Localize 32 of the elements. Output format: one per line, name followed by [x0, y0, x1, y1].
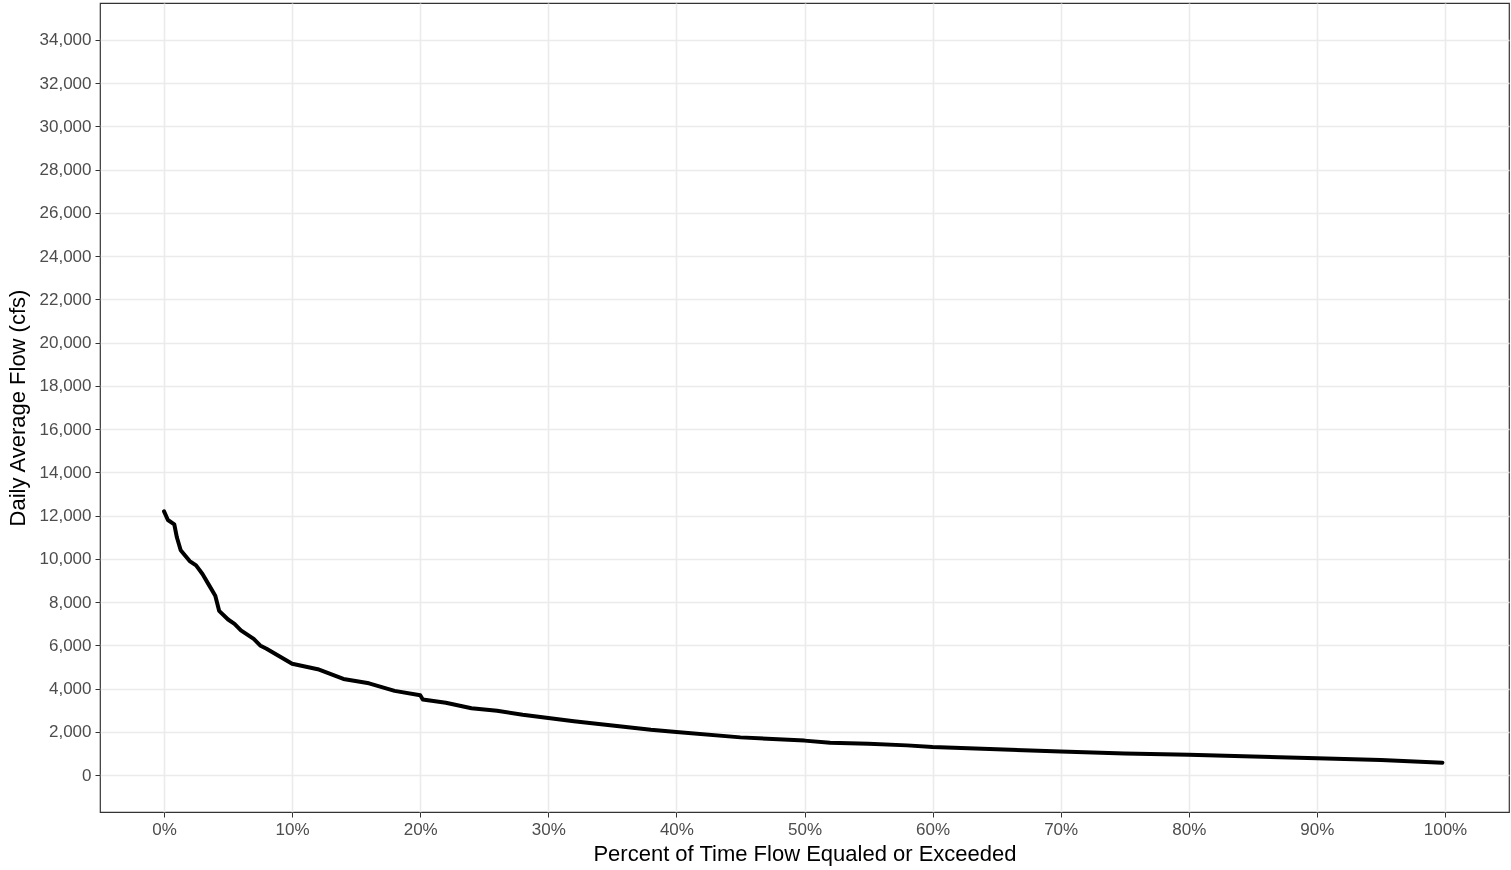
y-tick-label: 8,000	[48, 592, 92, 612]
y-tick-label: 24,000	[39, 246, 92, 266]
x-tick-label: 100%	[1423, 819, 1468, 839]
y-tick-label: 12,000	[39, 506, 92, 526]
y-tick-label: 22,000	[39, 289, 92, 309]
x-tick-label: 50%	[787, 819, 823, 839]
y-tick-label: 10,000	[39, 549, 92, 569]
y-tick-label: 26,000	[39, 203, 92, 223]
y-tick-label: 4,000	[48, 679, 92, 699]
y-tick-label: 20,000	[39, 333, 92, 353]
y-tick-label: 32,000	[39, 73, 92, 93]
y-tick-label: 28,000	[39, 160, 92, 180]
x-tick-label: 90%	[1300, 819, 1335, 839]
y-tick-label: 16,000	[39, 419, 92, 439]
x-tick-label: 80%	[1172, 819, 1207, 839]
y-axis-title: Daily Average Flow (cfs)	[4, 289, 30, 527]
x-axis-title: Percent of Time Flow Equaled or Exceeded	[593, 840, 1017, 866]
x-tick-label: 40%	[659, 819, 694, 839]
y-tick-label: 18,000	[39, 376, 92, 396]
y-tick-label: 6,000	[48, 635, 92, 655]
x-tick-label: 10%	[275, 819, 310, 839]
x-tick-label: 70%	[1044, 819, 1079, 839]
line-series	[162, 509, 1445, 765]
x-tick-label: 20%	[403, 819, 438, 839]
x-tick-label: 60%	[916, 819, 951, 839]
y-tick-label: 14,000	[39, 462, 92, 482]
x-tick-label: 30%	[531, 819, 566, 839]
x-tick-label: 0%	[152, 819, 177, 839]
y-tick-label: 30,000	[39, 116, 92, 136]
y-tick-label: 34,000	[39, 30, 92, 50]
y-tick-label: 2,000	[48, 722, 92, 742]
y-tick-label: 0	[82, 765, 92, 785]
